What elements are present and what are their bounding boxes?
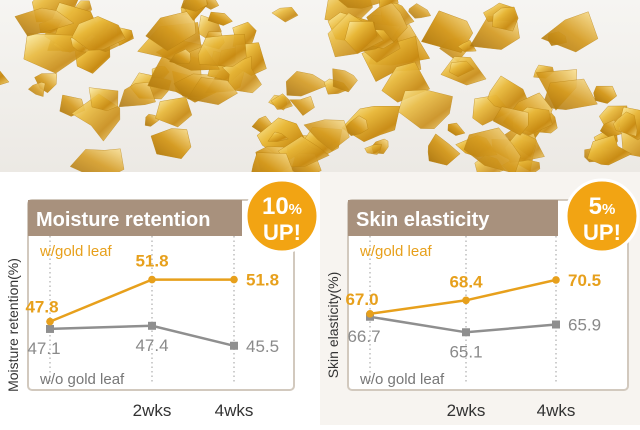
moisture-retention-chart: Moisture retention Moisture retention(%) 2… — [0, 172, 320, 425]
badge-number: 5 — [589, 193, 602, 220]
data-label-without-gold: 65.9 — [568, 316, 601, 335]
gold-flake — [207, 11, 233, 26]
gold-flake — [492, 106, 529, 136]
x-tick-label: 2wks — [447, 401, 486, 420]
data-label-without-gold: 65.1 — [449, 342, 482, 361]
series-name-with-gold: w/gold leaf — [359, 243, 433, 260]
data-point-with-gold — [148, 275, 156, 284]
badge-up-text: UP! — [263, 220, 301, 245]
gold-flake — [364, 144, 382, 155]
gold-flake — [447, 122, 466, 136]
gold-flake — [155, 96, 193, 128]
badge-unit: % — [289, 201, 302, 218]
gold-flake — [398, 89, 453, 129]
data-point-without-gold — [552, 320, 560, 329]
gold-leaf-photo — [0, 0, 640, 172]
moisture-retention-panel: Moisture retention Moisture retention(%) 2… — [0, 172, 320, 425]
gold-flake — [540, 11, 599, 53]
gold-flake — [289, 96, 315, 116]
data-point-without-gold — [462, 328, 470, 337]
data-point-with-gold — [46, 317, 54, 326]
gold-flake — [344, 21, 378, 54]
gold-flake — [408, 3, 432, 19]
gold-flake — [613, 111, 638, 137]
data-label-without-gold: 66.7 — [347, 327, 380, 346]
series-name-without-gold: w/o gold leaf — [39, 371, 125, 388]
series-name-without-gold: w/o gold leaf — [359, 371, 445, 388]
gold-flake — [251, 152, 294, 172]
data-label-without-gold: 45.5 — [246, 337, 279, 356]
gold-flake — [271, 7, 299, 23]
gold-flake — [303, 119, 350, 152]
x-tick-label: 2wks — [133, 401, 172, 420]
badge-percent: 10% — [262, 193, 302, 220]
y-axis-label: Moisture retention(%) — [5, 258, 21, 392]
title-bar — [348, 200, 558, 236]
skin-elasticity-panel: Skin elasticity Skin elasticity(%) 2wks 4wk… — [320, 172, 640, 425]
data-point-without-gold — [148, 321, 156, 330]
gold-flake — [71, 16, 126, 51]
data-label-with-gold: 51.8 — [135, 252, 168, 271]
data-point-with-gold — [462, 296, 470, 305]
gold-flake — [186, 77, 238, 105]
gold-flake — [27, 81, 46, 97]
badge-up-text: UP! — [583, 220, 621, 245]
data-label-with-gold: 47.8 — [25, 298, 58, 317]
skin-elasticity-chart: Skin elasticity Skin elasticity(%) 2wks 4wk… — [320, 172, 640, 425]
x-tick-label: 4wks — [215, 401, 254, 420]
gold-flake — [285, 71, 330, 97]
data-point-with-gold — [230, 275, 238, 284]
data-label-with-gold: 68.4 — [449, 272, 483, 291]
gold-flake — [270, 93, 293, 110]
chart-title: Moisture retention — [36, 209, 210, 231]
data-label-with-gold: 67.0 — [345, 290, 378, 309]
data-point-with-gold — [552, 276, 560, 284]
y-axis-label: Skin elasticity(%) — [325, 272, 341, 379]
improvement-badge — [244, 178, 320, 254]
gold-flake — [181, 0, 208, 12]
data-label-with-gold: 51.8 — [246, 271, 279, 290]
gold-flake — [587, 134, 632, 166]
series-name-with-gold: w/gold leaf — [39, 243, 113, 260]
data-label-with-gold: 70.5 — [568, 271, 601, 290]
gold-flake — [278, 135, 330, 168]
badge-percent: 5% — [589, 193, 616, 220]
gold-flake — [332, 68, 358, 93]
data-label-without-gold: 47.1 — [27, 339, 60, 358]
gold-flake — [267, 131, 289, 142]
gold-flake — [593, 85, 617, 104]
gold-flake — [0, 70, 10, 86]
gold-flake — [343, 115, 369, 136]
data-point-without-gold — [230, 341, 238, 350]
gold-flake — [449, 60, 475, 77]
gold-flake — [169, 49, 191, 64]
gold-flake — [427, 133, 461, 166]
gold-flake — [118, 82, 156, 108]
data-point-with-gold — [366, 310, 374, 318]
gold-flake — [144, 113, 160, 127]
x-tick-label: 4wks — [537, 401, 576, 420]
gold-flake — [541, 78, 598, 110]
gold-flake — [88, 87, 119, 112]
gold-flake — [378, 0, 399, 8]
title-bar — [28, 200, 242, 236]
gold-leaf-photo-graphic — [0, 0, 640, 172]
gold-flake — [150, 128, 192, 159]
gold-flake — [197, 33, 247, 67]
gold-flake — [492, 6, 519, 32]
gold-flake — [69, 148, 125, 172]
gold-flake — [338, 0, 391, 9]
data-label-without-gold: 47.4 — [135, 336, 168, 355]
badge-number: 10 — [262, 193, 289, 220]
badge-unit: % — [602, 201, 615, 218]
gold-flake — [14, 7, 75, 37]
improvement-badge — [564, 178, 640, 254]
chart-title: Skin elasticity — [356, 209, 490, 231]
gold-flake — [463, 127, 521, 172]
data-point-without-gold — [46, 324, 54, 333]
